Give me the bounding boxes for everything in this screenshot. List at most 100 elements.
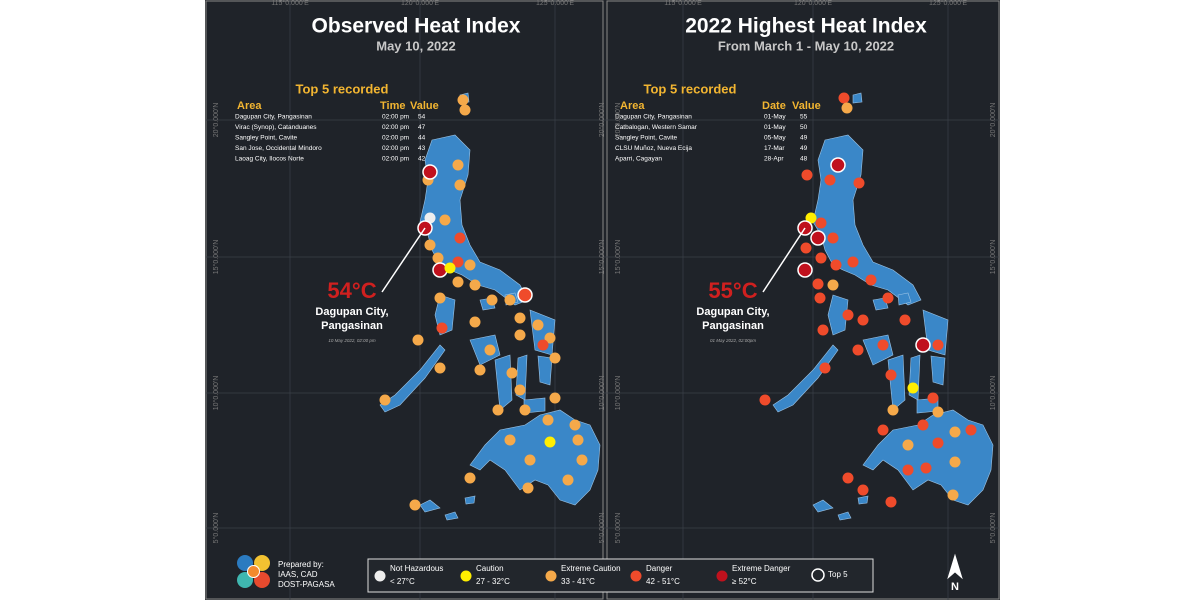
station-marker (805, 212, 817, 224)
longitude-label: 120°0.000'E (794, 0, 832, 7)
station-marker (827, 279, 839, 291)
legend-swatch (545, 570, 557, 582)
table-header: Value (792, 100, 821, 112)
station-marker (857, 484, 869, 496)
latitude-label: 5°0.000'N (212, 513, 220, 544)
station-marker (902, 464, 914, 476)
table-cell: 02:00 pm (382, 124, 409, 131)
table-cell: 49 (800, 145, 808, 152)
station-marker (576, 454, 588, 466)
callout-note: 10 May 2022, 02:00 pm (328, 338, 376, 343)
station-marker (452, 276, 464, 288)
station-marker (857, 314, 869, 326)
station-marker (457, 94, 469, 106)
station-marker (459, 104, 471, 116)
table-cell: CLSU Muñoz, Nueva Ecija (615, 145, 692, 152)
station-marker (439, 214, 451, 226)
table-cell: 55 (800, 114, 808, 121)
legend-swatch (630, 570, 642, 582)
callout-value: 55°C (708, 278, 757, 303)
station-marker (838, 92, 850, 104)
legend-range: 33 - 41°C (561, 577, 595, 586)
legend-label: Top 5 (828, 570, 848, 579)
station-marker (464, 472, 476, 484)
legend-label: Extreme Caution (561, 564, 621, 573)
station-marker (947, 489, 959, 501)
station-marker (885, 369, 897, 381)
station-marker (827, 232, 839, 244)
legend-swatch (716, 570, 728, 582)
station-marker (484, 344, 496, 356)
legend-swatch (460, 570, 472, 582)
station-marker (434, 362, 446, 374)
station-marker (514, 312, 526, 324)
north-arrow (947, 553, 963, 580)
station-marker (522, 482, 534, 494)
panel-title: Observed Heat Index (312, 15, 521, 38)
station-marker (815, 252, 827, 264)
station-marker (949, 456, 961, 468)
station-marker (917, 419, 929, 431)
latitude-label: 20°0.000'N (989, 103, 997, 138)
longitude-label: 120°0.000'E (401, 0, 439, 7)
table-cell: 28-Apr (764, 156, 784, 163)
station-marker (965, 424, 977, 436)
station-marker (412, 334, 424, 346)
table-title: Top 5 recorded (296, 81, 389, 96)
station-marker (474, 364, 486, 376)
latitude-label: 5°0.000'N (614, 513, 622, 544)
table-cell: 48 (800, 156, 808, 163)
coordinate-labels: 20°0.000'N 20°0.000'N 20°0.000'N 20°0.000'N… (212, 0, 997, 543)
station-marker (824, 174, 836, 186)
station-marker (572, 434, 584, 446)
legend-range: ≥ 52°C (732, 577, 757, 586)
station-marker (932, 339, 944, 351)
table-cell: 02:00 pm (382, 135, 409, 142)
station-marker (544, 332, 556, 344)
station-marker (514, 384, 526, 396)
latitude-label: 10°0.000'N (614, 376, 622, 411)
station-marker (877, 339, 889, 351)
station-marker (882, 292, 894, 304)
table-cell: 50 (800, 124, 808, 131)
latitude-label: 10°0.000'N (989, 376, 997, 411)
station-marker (812, 278, 824, 290)
station-marker (452, 159, 464, 171)
station-marker (469, 316, 481, 328)
station-marker (549, 352, 561, 364)
station-marker (810, 230, 826, 246)
latitude-label: 5°0.000'N (989, 513, 997, 544)
callout-place: Dagupan City, (696, 306, 769, 318)
station-marker (379, 394, 391, 406)
station-marker (797, 262, 813, 278)
table-cell: 17-Mar (764, 145, 785, 152)
callout-leader (762, 227, 806, 293)
table-header: Value (410, 100, 439, 112)
station-marker (514, 329, 526, 341)
table-cell: Sangley Point, Cavite (235, 135, 298, 142)
table-cell: 54 (418, 114, 426, 121)
station-marker (819, 362, 831, 374)
longitude-label: 115°0.000'E (664, 0, 702, 7)
station-marker (932, 406, 944, 418)
station-marker (519, 404, 531, 416)
station-marker (885, 496, 897, 508)
station-marker (899, 314, 911, 326)
station-marker (920, 462, 932, 474)
callout-note: 01 May 2022, 02:00pm (710, 338, 756, 343)
station-marker (842, 472, 854, 484)
legend-swatch (811, 568, 825, 582)
station-marker (877, 424, 889, 436)
station-marker (422, 164, 438, 180)
station-marker (907, 382, 919, 394)
station-marker (815, 217, 827, 229)
callout-leader (381, 227, 426, 293)
callout-place: Pangasinan (321, 320, 383, 332)
table-cell: Aparri, Cagayan (615, 156, 662, 163)
legend-label: Extreme Danger (732, 564, 791, 573)
station-marker (887, 404, 899, 416)
credit-line: DOST-PAGASA (278, 580, 335, 589)
longitude-label: 125°0.000'E (929, 0, 967, 7)
